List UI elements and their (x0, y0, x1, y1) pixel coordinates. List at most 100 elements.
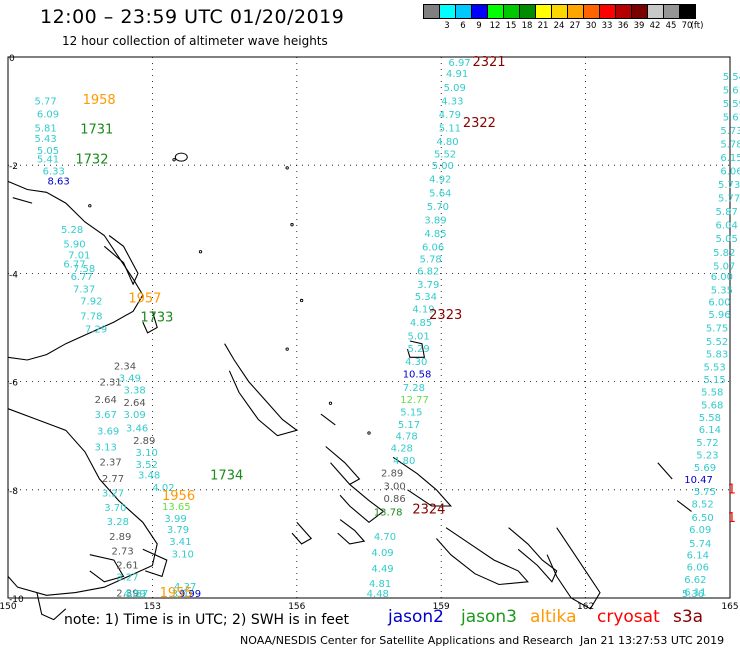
color-scale-label: 36 (617, 21, 629, 31)
wave-height-value: 5.61 (723, 85, 740, 96)
coastline (7, 408, 158, 596)
coastline (435, 527, 529, 586)
wave-height-value: 3.46 (126, 424, 148, 435)
wave-height-value: 5.68 (701, 400, 723, 411)
wave-height-value: 6.06 (720, 167, 740, 178)
wave-height-value: 12.77 (400, 395, 429, 406)
wave-height-value: 5.05 (716, 234, 738, 245)
wave-height-value: 5.73 (718, 180, 740, 191)
coastline (325, 446, 361, 486)
islet (198, 250, 203, 254)
coastline (291, 521, 313, 545)
wave-height-value: 5.15 (400, 407, 422, 418)
wave-height-value: 13.65 (162, 502, 191, 513)
longitude-tick-label: 159 (433, 602, 450, 612)
longitude-tick-label: 150 (0, 602, 17, 612)
coastline (392, 456, 453, 507)
wave-height-value: 4.37 (174, 582, 196, 593)
wave-height-value: 2.39 (116, 589, 138, 600)
wave-height-value: 2.64 (95, 395, 117, 406)
wave-height-value: 5.78 (720, 140, 740, 151)
wave-height-value: 2.89 (381, 468, 403, 479)
wave-height-value: 7.58 (73, 264, 95, 275)
islet (299, 298, 304, 303)
wave-height-value: 5.72 (696, 438, 718, 449)
wave-height-value: 5.52 (706, 337, 728, 348)
map-title: 12:00 – 23:59 UTC 01/20/2019 (40, 6, 345, 28)
wave-height-value: 6.06 (422, 242, 444, 253)
wave-height-value: 3.10 (172, 550, 194, 561)
wave-height-value: 4.80 (393, 456, 415, 467)
wave-height-value: 3.57 (126, 589, 148, 600)
wave-height-value: 2.37 (99, 458, 121, 469)
wave-height-value: 4.30 (405, 357, 427, 368)
wave-height-value: 3.09 (124, 410, 146, 421)
wave-height-value: 4.09 (371, 548, 393, 559)
color-scale-label: 39 (633, 21, 645, 31)
wave-height-value: 3.27 (116, 572, 138, 583)
longitude-tick-label: 153 (144, 602, 161, 612)
color-scale-label: 15 (505, 21, 517, 31)
wave-height-value: 6.77 (71, 272, 93, 283)
wave-height-value: 2.64 (124, 398, 146, 409)
color-scale-label: 33 (601, 21, 613, 31)
wave-height-value: 5.53 (704, 362, 726, 373)
pass-time-label: 1957 (128, 292, 161, 307)
color-scale-unit: (ft) (690, 21, 704, 31)
wave-height-value: 8.63 (47, 176, 69, 187)
wave-height-value: 5.77 (718, 194, 740, 205)
wave-height-value: 5.70 (427, 202, 449, 213)
wave-height-value: 5.58 (701, 387, 723, 398)
wave-height-value: 5.11 (439, 123, 461, 134)
wave-height-value: 3.67 (95, 410, 117, 421)
wave-height-value: 5.17 (398, 420, 420, 431)
wave-height-value: 6.33 (43, 167, 65, 178)
islet (285, 347, 289, 351)
wave-height-value: 5.74 (689, 539, 711, 550)
wave-height-value: 5.52 (434, 149, 456, 160)
wave-height-value: 3.52 (136, 460, 158, 471)
wave-height-value: 6.09 (37, 109, 59, 120)
color-scale-label: 24 (553, 21, 565, 31)
wave-height-value: 7.01 (68, 250, 90, 261)
pass-time-label: 1734 (210, 469, 243, 484)
wave-height-value: 5.29 (408, 344, 430, 355)
wave-height-value: 3.69 (97, 426, 119, 437)
latitude-tick-label: -8 (9, 487, 18, 497)
wave-height-value: 2.89 (109, 532, 131, 543)
color-scale-label: 9 (476, 21, 482, 31)
wave-height-value: 4.85 (424, 229, 446, 240)
coastline (657, 462, 673, 480)
satellite-legend-jason2: jason2 (388, 607, 444, 627)
wave-height-value: 5.59 (723, 99, 740, 110)
wave-height-value: 3.00 (383, 481, 405, 492)
wave-height-value: 5.43 (34, 134, 56, 145)
wave-height-value: 3.10 (136, 448, 158, 459)
wave-height-value: 4.92 (429, 175, 451, 186)
wave-height-value: 4.28 (391, 444, 413, 455)
wave-height-value: 4.02 (152, 483, 174, 494)
latitude-tick-label: 0 (9, 54, 15, 64)
pass-time-label: 1958 (83, 93, 116, 108)
coastline (36, 592, 67, 621)
wave-height-value: 4.49 (371, 564, 393, 575)
wave-height-value: 5.77 (34, 96, 56, 107)
wave-height-value: 6.82 (417, 267, 439, 278)
footer-note: note: 1) Time is in UTC; 2) SWH is in fe… (64, 612, 350, 628)
color-scale-label: 42 (649, 21, 661, 31)
color-scale-label: 6 (460, 21, 466, 31)
wave-height-value: 5.78 (420, 254, 442, 265)
pass-time-label: 1733 (140, 311, 173, 326)
wave-height-value: 5.54 (723, 72, 740, 83)
color-scale-label: 3 (444, 21, 450, 31)
coastline (508, 527, 558, 583)
wave-height-value: 5.82 (713, 248, 735, 259)
wave-height-value: 6.50 (691, 513, 713, 524)
pass-time-label: 1956 (162, 489, 195, 504)
coastline (320, 413, 336, 426)
wave-height-value: 6.77 (63, 260, 85, 271)
color-scale-swatch (679, 4, 696, 19)
color-scale-label: 70 (681, 21, 693, 31)
wave-height-value: 3.89 (424, 215, 446, 226)
